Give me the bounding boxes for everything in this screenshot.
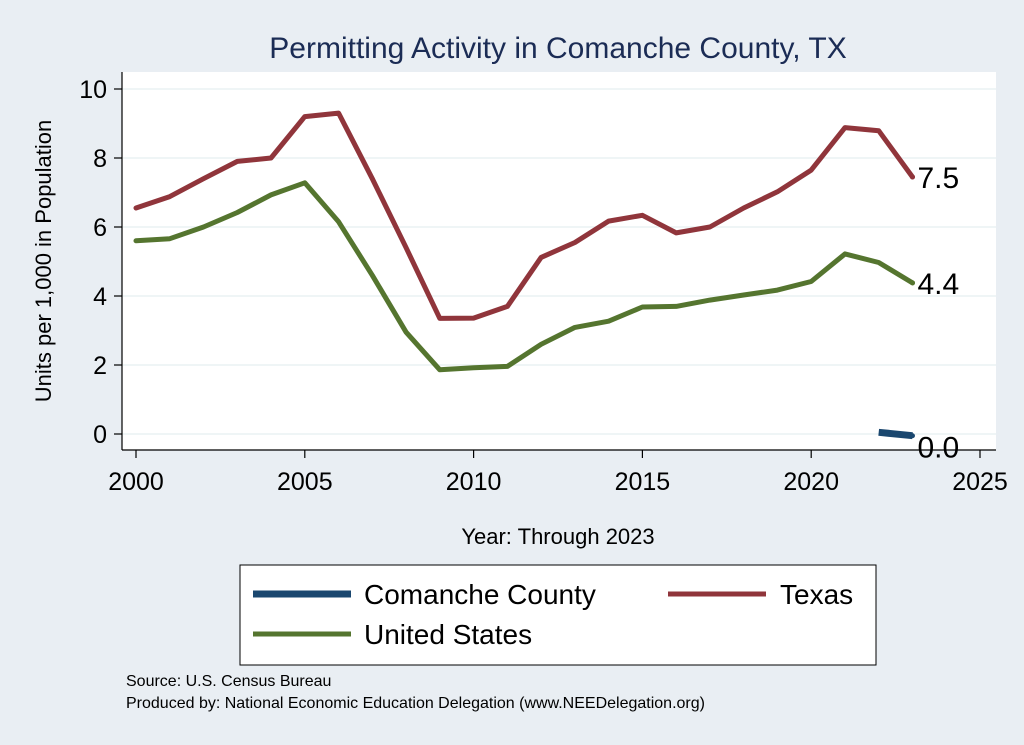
x-tick-label-2025: 2025 xyxy=(952,468,1008,496)
y-tick-label-2: 2 xyxy=(93,352,107,380)
series-line-united-states xyxy=(133,180,915,373)
produced-by-line: Produced by: National Economic Education… xyxy=(126,695,705,712)
series-lines xyxy=(133,110,915,440)
series-end-point-united-states xyxy=(909,280,915,286)
y-tick-labels: 0 2 4 6 8 10 xyxy=(79,76,107,449)
y-tick-label-10: 10 xyxy=(79,76,107,104)
y-tick-label-8: 8 xyxy=(93,145,107,173)
series-end-point-comanche-county xyxy=(909,433,915,439)
legend-label-comanche-county: Comanche County xyxy=(364,579,596,610)
series-line-texas xyxy=(133,110,915,321)
x-tick-label-2020: 2020 xyxy=(783,468,839,496)
x-tick-label-2000: 2000 xyxy=(108,468,164,496)
legend-label-united-states: United States xyxy=(364,619,532,650)
source-line: Source: U.S. Census Bureau xyxy=(126,673,331,690)
end-label-comanche-county: 0.0 xyxy=(917,432,959,465)
plot-area xyxy=(122,72,996,450)
y-tick-label-6: 6 xyxy=(93,214,107,242)
axes xyxy=(114,72,996,458)
end-label-texas: 7.5 xyxy=(917,162,959,195)
x-tick-label-2005: 2005 xyxy=(277,468,333,496)
x-tick-label-2015: 2015 xyxy=(615,468,671,496)
end-label-united-states: 4.4 xyxy=(917,268,959,301)
y-tick-label-0: 0 xyxy=(93,421,107,449)
series-line-comanche-county xyxy=(878,428,913,440)
series-end-point-texas xyxy=(909,174,915,180)
gridlines xyxy=(122,88,996,435)
y-axis-label: Units per 1,000 in Population xyxy=(31,120,56,403)
x-tick-labels: 2000 2005 2010 2015 2020 2025 xyxy=(108,468,1008,496)
chart-title: Permitting Activity in Comanche County, … xyxy=(269,32,846,65)
x-tick-label-2010: 2010 xyxy=(446,468,502,496)
legend: Comanche County Texas United States xyxy=(239,564,877,666)
x-axis-label: Year: Through 2023 xyxy=(461,524,654,549)
legend-box xyxy=(239,564,877,666)
y-tick-label-4: 4 xyxy=(93,283,107,311)
legend-label-texas: Texas xyxy=(780,579,853,610)
end-labels: 0.0 7.5 4.4 xyxy=(917,162,959,465)
